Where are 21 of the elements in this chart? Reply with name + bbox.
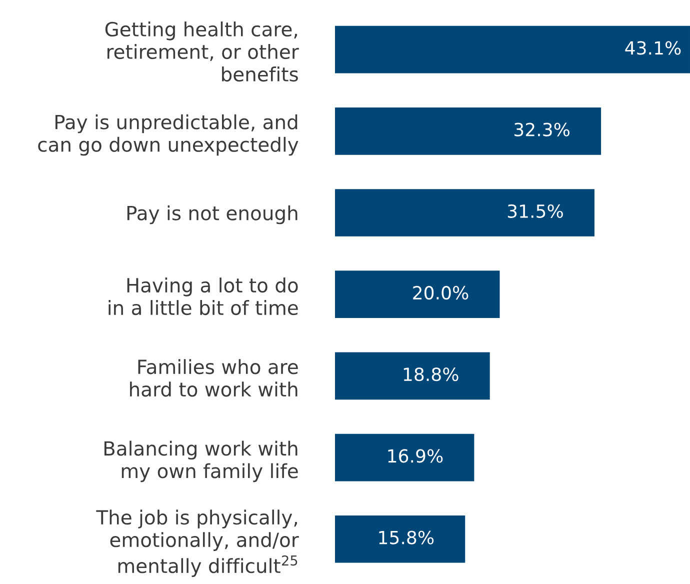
y-tick-label: Getting health care, retirement, or other benefits [105,22,299,82]
y-tick-label: Balancing work with my own family life [104,440,298,482]
bar [334,26,690,74]
y-tick-label: Families who are hard to work with [130,359,298,397]
data-label: 31.5% [508,204,563,218]
data-label: 15.8% [379,530,434,544]
data-label: 16.9% [388,449,443,463]
bar [334,189,594,236]
y-tick-label: Pay is unpredictable, and can go down unexpectedly [38,114,298,156]
y-tick-label: Having a lot to do in a little bit of time [108,278,298,316]
bar [334,515,466,563]
bar [334,434,474,482]
data-label: 32.3% [514,122,570,136]
data-label: 18.8% [404,368,458,382]
bar [334,352,490,400]
bar [334,107,602,155]
y-tick-label: The job is physically, emotionally, and/or mentally difficult$^{25}$ [96,510,299,577]
data-label: 20.0% [413,286,468,300]
y-tick-label: Pay is not enough [127,205,298,224]
bar [334,270,500,318]
data-label: 43.1% [625,41,681,55]
